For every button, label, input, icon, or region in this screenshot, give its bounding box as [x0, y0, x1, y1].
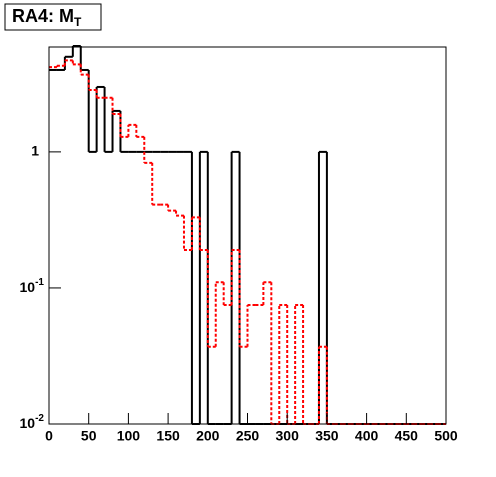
y-tick-base: 10 [20, 279, 36, 295]
x-tick-label: 100 [117, 428, 141, 444]
x-tick-label: 400 [355, 428, 379, 444]
chart-title: RA4: MT [12, 6, 82, 29]
title-main: RA4: M [12, 6, 74, 26]
x-tick-label: 450 [395, 428, 419, 444]
y-tick-label: 10-2 [20, 413, 45, 431]
x-tick-label: 0 [45, 428, 53, 444]
y-tick-label: 10-1 [20, 277, 45, 295]
x-tick-label: 500 [434, 428, 458, 444]
x-tick-label: 50 [81, 428, 97, 444]
y-tick-exponent: -2 [35, 413, 44, 424]
x-tick-label: 200 [196, 428, 220, 444]
x-tick-label: 350 [315, 428, 339, 444]
y-tick-label: 1 [31, 143, 39, 159]
y-tick-exponent: -1 [35, 277, 44, 288]
title-box [4, 3, 102, 31]
x-tick-label: 150 [156, 428, 180, 444]
title-subscript: T [74, 15, 82, 29]
x-tick-label: 300 [276, 428, 300, 444]
y-tick-base: 10 [20, 415, 36, 431]
x-tick-label: 250 [236, 428, 260, 444]
